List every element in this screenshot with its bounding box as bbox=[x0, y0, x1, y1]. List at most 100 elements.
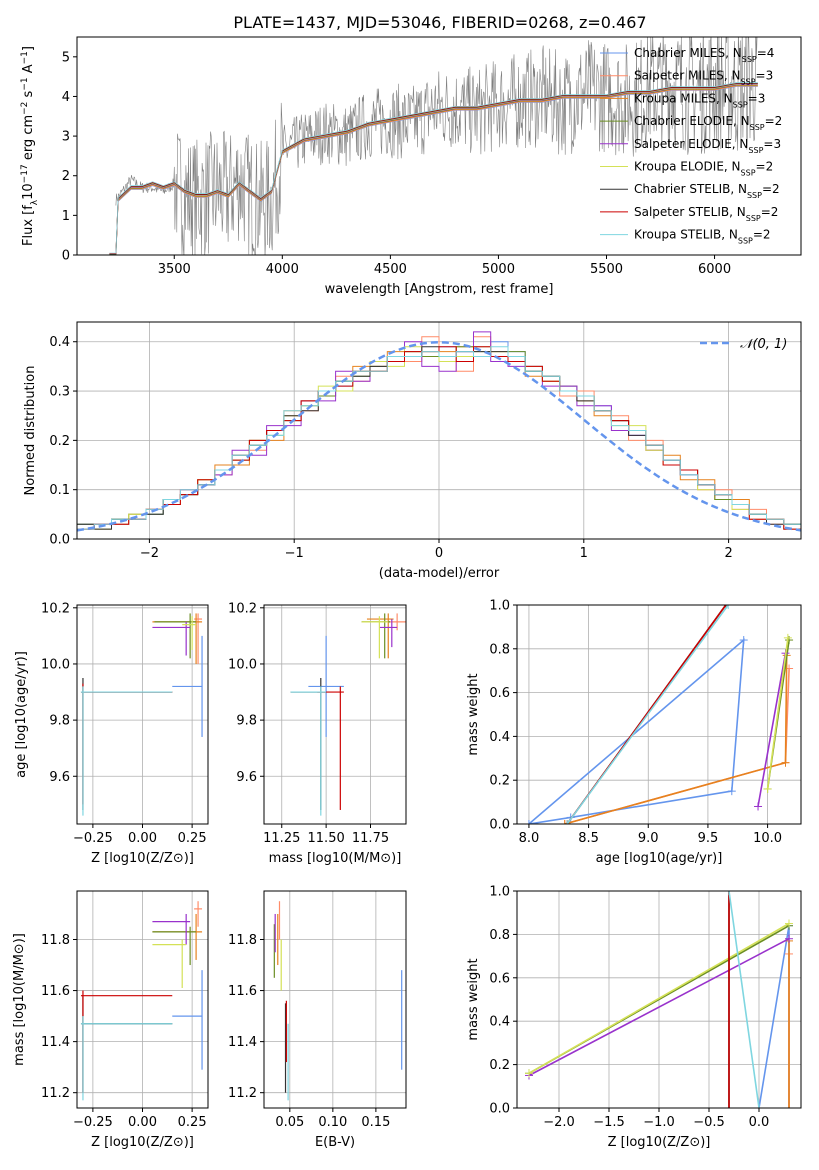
plot-area-age_vs_Z bbox=[80, 613, 203, 816]
y-tick-label: 9.6 bbox=[236, 770, 257, 785]
plot-area-age_vs_mass bbox=[290, 613, 406, 816]
x-tick-label: 9.5 bbox=[698, 831, 719, 846]
weight-line bbox=[757, 653, 787, 807]
x-tick-label: −1.0 bbox=[643, 1115, 675, 1130]
model-spectrum-line bbox=[115, 85, 758, 255]
x-axis-label: wavelength [Angstrom, rest frame] bbox=[325, 282, 554, 297]
x-tick-label: 11.50 bbox=[308, 831, 345, 846]
x-axis-label: E(B-V) bbox=[315, 1135, 355, 1150]
axes-mass_vs_Z: −0.25 0.00 0.25 11.2 11.4 11.6 11.8 Z [log10(Z/… bbox=[12, 890, 209, 1150]
x-axis-label: Z [log10(Z/Z⊙)] bbox=[91, 851, 194, 866]
x-tick-label: 0 bbox=[435, 546, 443, 561]
weight-line bbox=[528, 922, 790, 1074]
y-tick-label: 1.0 bbox=[489, 599, 510, 614]
y-tick-label: 0.8 bbox=[489, 928, 510, 943]
plot-area-weight_vs_age bbox=[524, 605, 794, 824]
axes-frame bbox=[263, 604, 407, 825]
x-tick-label: 6000 bbox=[698, 262, 731, 277]
x-tick-label: 1 bbox=[580, 546, 588, 561]
legend-label: Chabrier ELODIE, NSSP=2 bbox=[634, 114, 782, 132]
axes-age_vs_mass: 11.25 11.50 11.75 9.6 9.8 10.0 10.2 mass [log10… bbox=[228, 601, 407, 866]
plot-area-residuals bbox=[77, 331, 801, 532]
figure-title: PLATE=1437, MJD=53046, FIBERID=0268, z=0… bbox=[233, 13, 646, 32]
axes-frame bbox=[76, 604, 209, 825]
y-tick-label: 1.0 bbox=[489, 885, 510, 900]
y-tick-label: 9.8 bbox=[236, 714, 257, 729]
axes-frame bbox=[263, 890, 407, 1109]
y-tick-label: 0.2 bbox=[489, 1058, 510, 1073]
y-tick-label: 0.0 bbox=[49, 533, 70, 548]
x-tick-label: 3500 bbox=[158, 262, 191, 277]
x-axis-label: mass [log10(M/M⊙)] bbox=[269, 851, 402, 866]
x-tick-label: 0.10 bbox=[318, 1115, 347, 1130]
weight-line bbox=[758, 925, 790, 1108]
x-tick-label: 4500 bbox=[374, 262, 407, 277]
y-tick-label: 0.0 bbox=[489, 818, 510, 833]
x-tick-label: −0.25 bbox=[73, 831, 113, 846]
model-spectrum-line bbox=[109, 84, 758, 255]
y-tick-label: 0 bbox=[62, 249, 70, 264]
y-tick-label: 10.0 bbox=[228, 657, 257, 672]
y-tick-label: 0.6 bbox=[489, 971, 510, 986]
x-tick-label: 4000 bbox=[266, 262, 299, 277]
x-tick-label: 0.25 bbox=[178, 831, 207, 846]
x-tick-label: 0.05 bbox=[275, 1115, 304, 1130]
y-tick-label: 0.2 bbox=[49, 434, 70, 449]
y-tick-label: 11.2 bbox=[228, 1086, 257, 1101]
weight-line bbox=[766, 637, 789, 790]
y-tick-label: 1 bbox=[62, 209, 70, 224]
model-spectrum-line bbox=[109, 82, 758, 254]
y-tick-label: 9.6 bbox=[49, 770, 70, 785]
x-tick-label: −1 bbox=[285, 546, 304, 561]
model-spectrum-line bbox=[115, 85, 758, 255]
y-tick-label: 0.8 bbox=[489, 642, 510, 657]
x-tick-label: 11.75 bbox=[352, 831, 389, 846]
model-spectrum-line bbox=[115, 86, 758, 255]
y-axis-label: Normed distribution bbox=[23, 366, 38, 496]
axes-frame bbox=[76, 321, 802, 540]
y-axis-label: Flux [fλ10−17 erg cm−2 s−1 A−1] bbox=[20, 46, 40, 246]
legend-label: Kroupa ELODIE, NSSP=2 bbox=[634, 160, 773, 178]
x-tick-label: −0.25 bbox=[73, 1115, 113, 1130]
x-tick-label: 11.25 bbox=[263, 831, 300, 846]
y-tick-label: 4 bbox=[62, 90, 70, 105]
plot-area-mass_vs_Z bbox=[80, 901, 203, 1101]
legend-label: 𝒩(0, 1) bbox=[740, 337, 787, 352]
legend-label: Chabrier MILES, NSSP=4 bbox=[634, 46, 774, 64]
x-tick-label: 0.25 bbox=[178, 1115, 207, 1130]
x-axis-label: Z [log10(Z/Z⊙)] bbox=[91, 1135, 194, 1150]
weight-line bbox=[564, 655, 788, 824]
axes-mass_vs_ebv: 0.05 0.10 0.15 11.2 11.4 11.6 11.8 E(B-V) bbox=[228, 890, 407, 1150]
x-tick-label: 8.5 bbox=[578, 831, 599, 846]
weight-line bbox=[566, 605, 729, 824]
axes-frame bbox=[516, 604, 802, 825]
legend-label: Kroupa MILES, NSSP=3 bbox=[634, 91, 765, 109]
y-tick-label: 0.0 bbox=[489, 1102, 510, 1117]
y-axis-label: age [log10(age/yr)] bbox=[14, 651, 29, 778]
x-tick-label: 0.00 bbox=[128, 831, 157, 846]
y-tick-label: 2 bbox=[62, 169, 70, 184]
legend-label: Kroupa STELIB, NSSP=2 bbox=[634, 228, 771, 246]
x-axis-label: age [log10(age/yr)] bbox=[596, 851, 723, 866]
y-tick-label: 11.6 bbox=[228, 984, 257, 999]
y-tick-label: 11.2 bbox=[41, 1086, 70, 1101]
x-tick-label: −1.5 bbox=[593, 1115, 625, 1130]
observed-spectrum-line bbox=[115, 37, 758, 255]
plot-area-mass_vs_ebv bbox=[273, 901, 403, 1101]
axes-frame bbox=[516, 890, 802, 1109]
plot-area-weight_vs_Z bbox=[525, 891, 793, 1108]
legend-label: Chabrier STELIB, NSSP=2 bbox=[634, 182, 780, 200]
y-axis-label: mass weight bbox=[466, 673, 481, 755]
axes-residuals: −2 −1 0 1 2 0.0 0.1 0.2 0.3 0.4 (data-model)/error… bbox=[23, 321, 802, 581]
weight-line bbox=[528, 638, 745, 824]
weight-line bbox=[728, 891, 760, 1108]
x-tick-label: 0.0 bbox=[749, 1115, 770, 1130]
legend-label: Salpeter MILES, NSSP=3 bbox=[634, 69, 773, 87]
y-tick-label: 0.2 bbox=[489, 774, 510, 789]
x-tick-label: 2 bbox=[724, 546, 732, 561]
model-spectrum-line bbox=[115, 84, 758, 255]
axes-weight_vs_age: 8.0 8.5 9.0 9.5 10.0 0.0 0.2 0.4 0.6 0.8 1.0 age [l… bbox=[466, 599, 802, 866]
y-tick-label: 3 bbox=[62, 130, 70, 145]
y-tick-label: 11.4 bbox=[41, 1035, 70, 1050]
